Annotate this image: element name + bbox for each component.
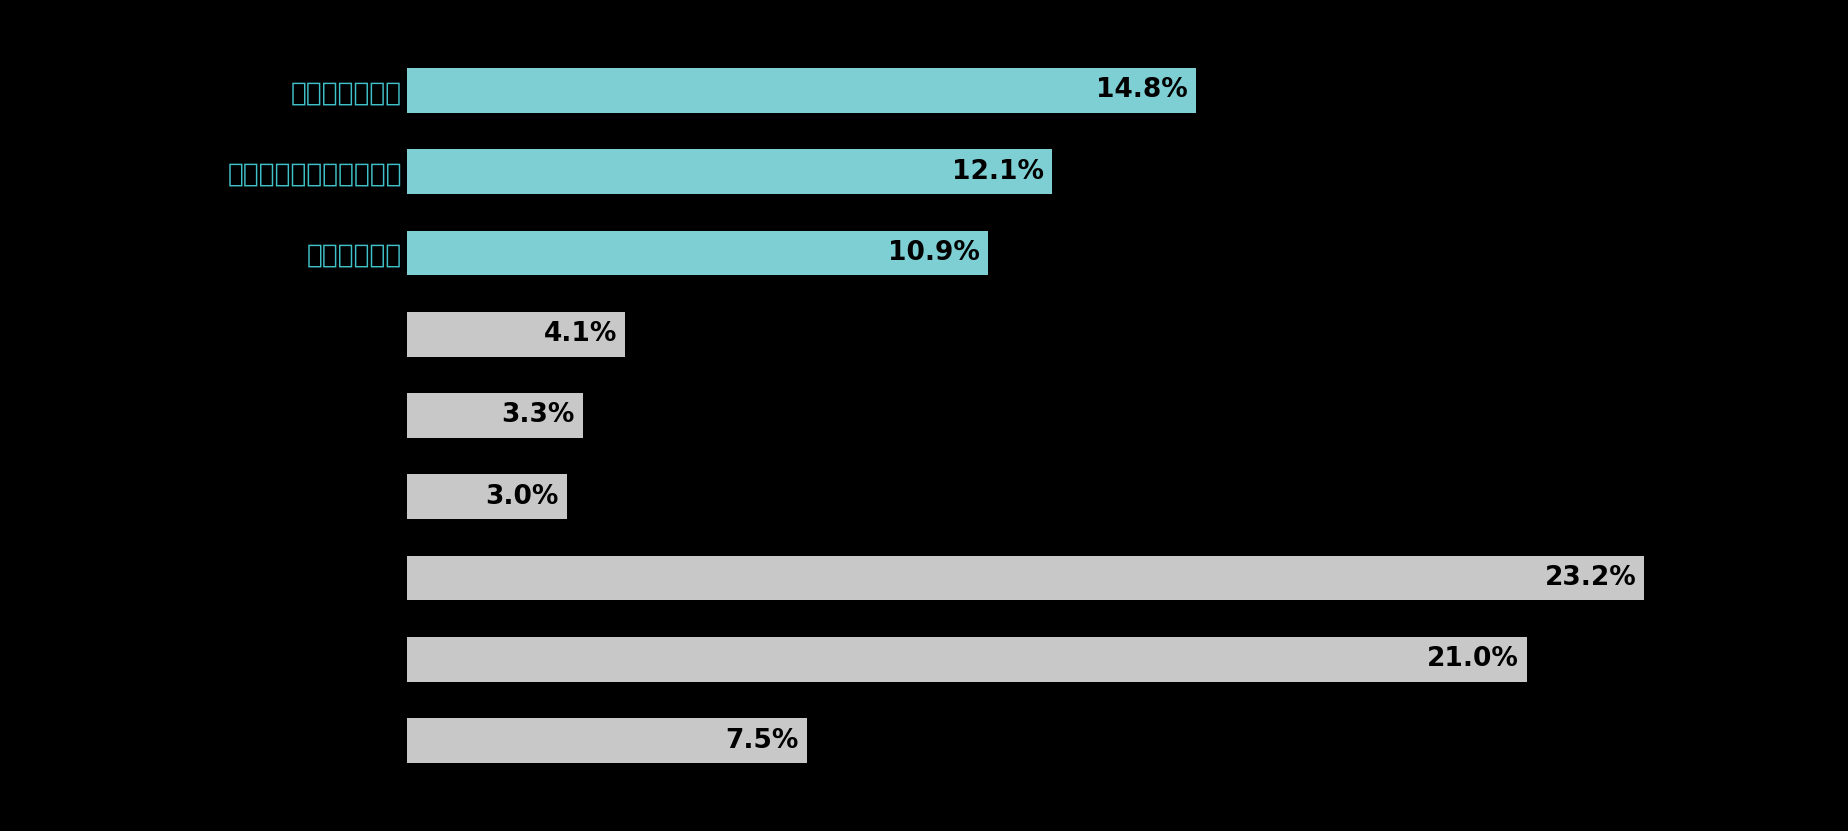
Bar [407,230,987,275]
Bar [407,312,625,356]
Text: 14.8%: 14.8% [1096,77,1188,103]
Text: 7.5%: 7.5% [724,728,798,754]
Text: 12.1%: 12.1% [952,159,1044,184]
Bar [407,393,582,438]
Text: 21.0%: 21.0% [1427,647,1517,672]
Text: 23.2%: 23.2% [1543,565,1635,591]
Text: 3.0%: 3.0% [486,484,558,509]
Text: 3.3%: 3.3% [501,402,575,429]
Text: 10.9%: 10.9% [887,240,979,266]
Bar [407,150,1052,194]
Bar [407,556,1643,601]
Bar [407,637,1526,681]
Bar [407,475,567,519]
Bar [407,68,1196,113]
Text: 4.1%: 4.1% [543,322,617,347]
Bar [407,718,806,763]
